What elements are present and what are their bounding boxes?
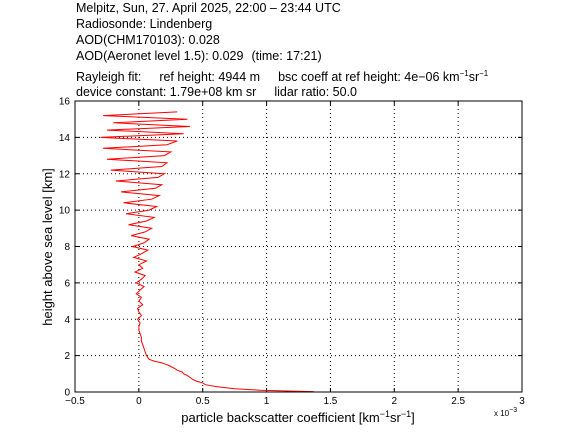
x-tick-labels: −0.5 0 0.5 1 1.5 2 2.5 3: [65, 396, 525, 407]
ref-height-value: ref height: 4944 m: [159, 70, 261, 84]
aod-aeronet-time: (time: 17:21): [251, 49, 322, 63]
bsc-coeff-exp1: −1: [459, 69, 469, 78]
bsc-coeff-value: bsc coeff at ref height: 4e−06 km−1sr−1: [278, 69, 489, 84]
x-exponent-power: −3: [509, 407, 517, 414]
backscatter-profile-line: [100, 111, 314, 393]
x-tick-label: 0.5: [196, 396, 210, 407]
y-tick-label: 4: [64, 315, 70, 326]
x-tick-label: 0: [136, 396, 142, 407]
rayleigh-fit-info: Rayleigh fit: ref height: 4944 m bsc coeff…: [76, 67, 488, 84]
bsc-coeff-prefix: bsc coeff at ref height: 4e−06 km: [278, 70, 460, 84]
plot-frame: [74, 100, 523, 393]
plot-area: [75, 101, 522, 392]
rayleigh-fit-label: Rayleigh fit:: [76, 70, 142, 84]
aod-aeronet-info: AOD(Aeronet level 1.5): 0.029 (time: 17:2…: [76, 49, 322, 63]
y-tick-label: 2: [64, 351, 70, 362]
y-tick-label: 16: [59, 97, 71, 108]
x-tick-label: 2: [392, 396, 398, 407]
y-tick-labels: 0 2 4 6 8 10 12 14 16: [59, 97, 71, 399]
x-tick-label: 1: [264, 396, 270, 407]
x-exponent-prefix: x 10: [494, 409, 510, 418]
x-tick-label: 1.5: [323, 396, 337, 407]
y-tick-label: 6: [64, 278, 70, 289]
lidar-ratio-value: lidar ratio: 50.0: [274, 85, 357, 99]
x-tick-label: 3: [519, 396, 525, 407]
y-tick-label: 8: [64, 242, 70, 253]
radiosonde-info: Radiosonde: Lindenberg: [76, 17, 213, 31]
x-tick-label: 2.5: [451, 396, 465, 407]
x-axis-label: particle backscatter coefficient [km−1sr…: [181, 409, 414, 425]
x-tick-label: −0.5: [65, 396, 85, 407]
y-tick-label: 14: [59, 133, 71, 144]
x-exponent-label: x 10−3: [494, 407, 517, 418]
device-constant-value: device constant: 1.79e+08 km sr: [76, 85, 257, 99]
y-tick-label: 10: [59, 206, 71, 217]
y-tick-label: 0: [64, 388, 70, 399]
y-axis-label: height above sea level [km]: [40, 168, 55, 326]
figure-title: Melpitz, Sun, 27. April 2025, 22:00 – 23…: [76, 1, 341, 15]
aod-aeronet-value: AOD(Aeronet level 1.5): 0.029: [76, 49, 244, 63]
device-info: device constant: 1.79e+08 km sr lidar rat…: [76, 85, 357, 99]
bsc-coeff-exp2: −1: [479, 69, 489, 78]
y-tick-label: 12: [59, 169, 71, 180]
bsc-coeff-mid: sr: [468, 70, 480, 84]
aod-chm-info: AOD(CHM170103): 0.028: [76, 33, 220, 47]
grid-lines: [75, 101, 522, 392]
